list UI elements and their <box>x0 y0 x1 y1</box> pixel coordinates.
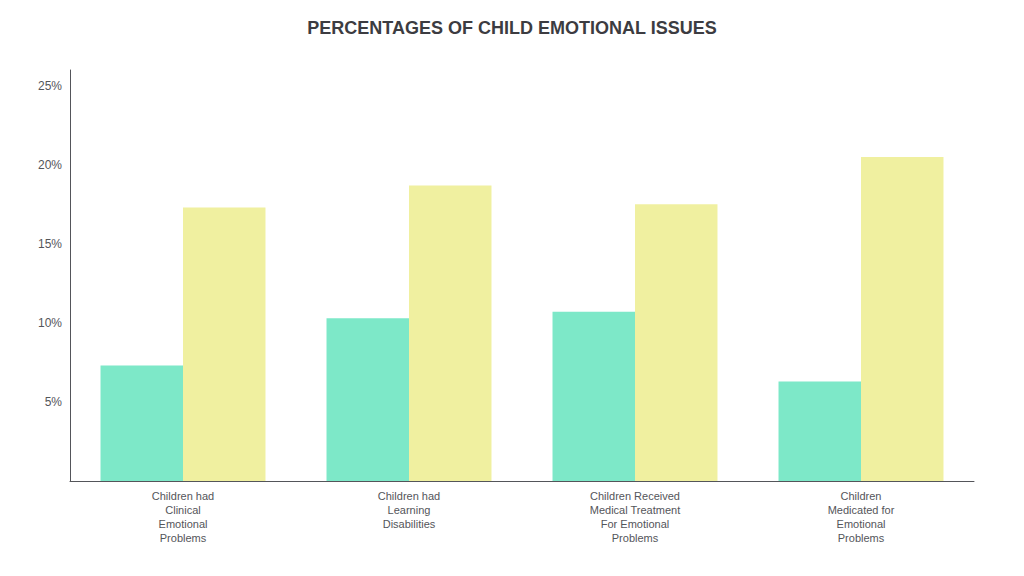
svg-text:20%: 20% <box>38 158 62 172</box>
svg-text:Problems: Problems <box>838 532 885 544</box>
svg-text:Emotional: Emotional <box>837 518 886 530</box>
svg-text:Emotional: Emotional <box>159 518 208 530</box>
svg-text:5%: 5% <box>45 395 63 409</box>
svg-text:Children had: Children had <box>152 490 214 502</box>
svg-text:Children Received: Children Received <box>590 490 680 502</box>
svg-text:Disabilities: Disabilities <box>383 518 436 530</box>
svg-text:Children had: Children had <box>378 490 440 502</box>
svg-text:Medical Treatment: Medical Treatment <box>590 504 680 516</box>
svg-text:PERCENTAGES OF CHILD EMOTIONAL: PERCENTAGES OF CHILD EMOTIONAL ISSUES <box>307 18 716 38</box>
svg-text:15%: 15% <box>38 237 62 251</box>
svg-text:Problems: Problems <box>612 532 659 544</box>
svg-text:Medicated for: Medicated for <box>828 504 895 516</box>
svg-text:For Emotional: For Emotional <box>601 518 669 530</box>
svg-text:25%: 25% <box>38 79 62 93</box>
svg-text:Children: Children <box>841 490 882 502</box>
svg-text:Clinical: Clinical <box>165 504 200 516</box>
svg-text:Problems: Problems <box>160 532 207 544</box>
svg-text:Learning: Learning <box>388 504 431 516</box>
svg-text:10%: 10% <box>38 316 62 330</box>
